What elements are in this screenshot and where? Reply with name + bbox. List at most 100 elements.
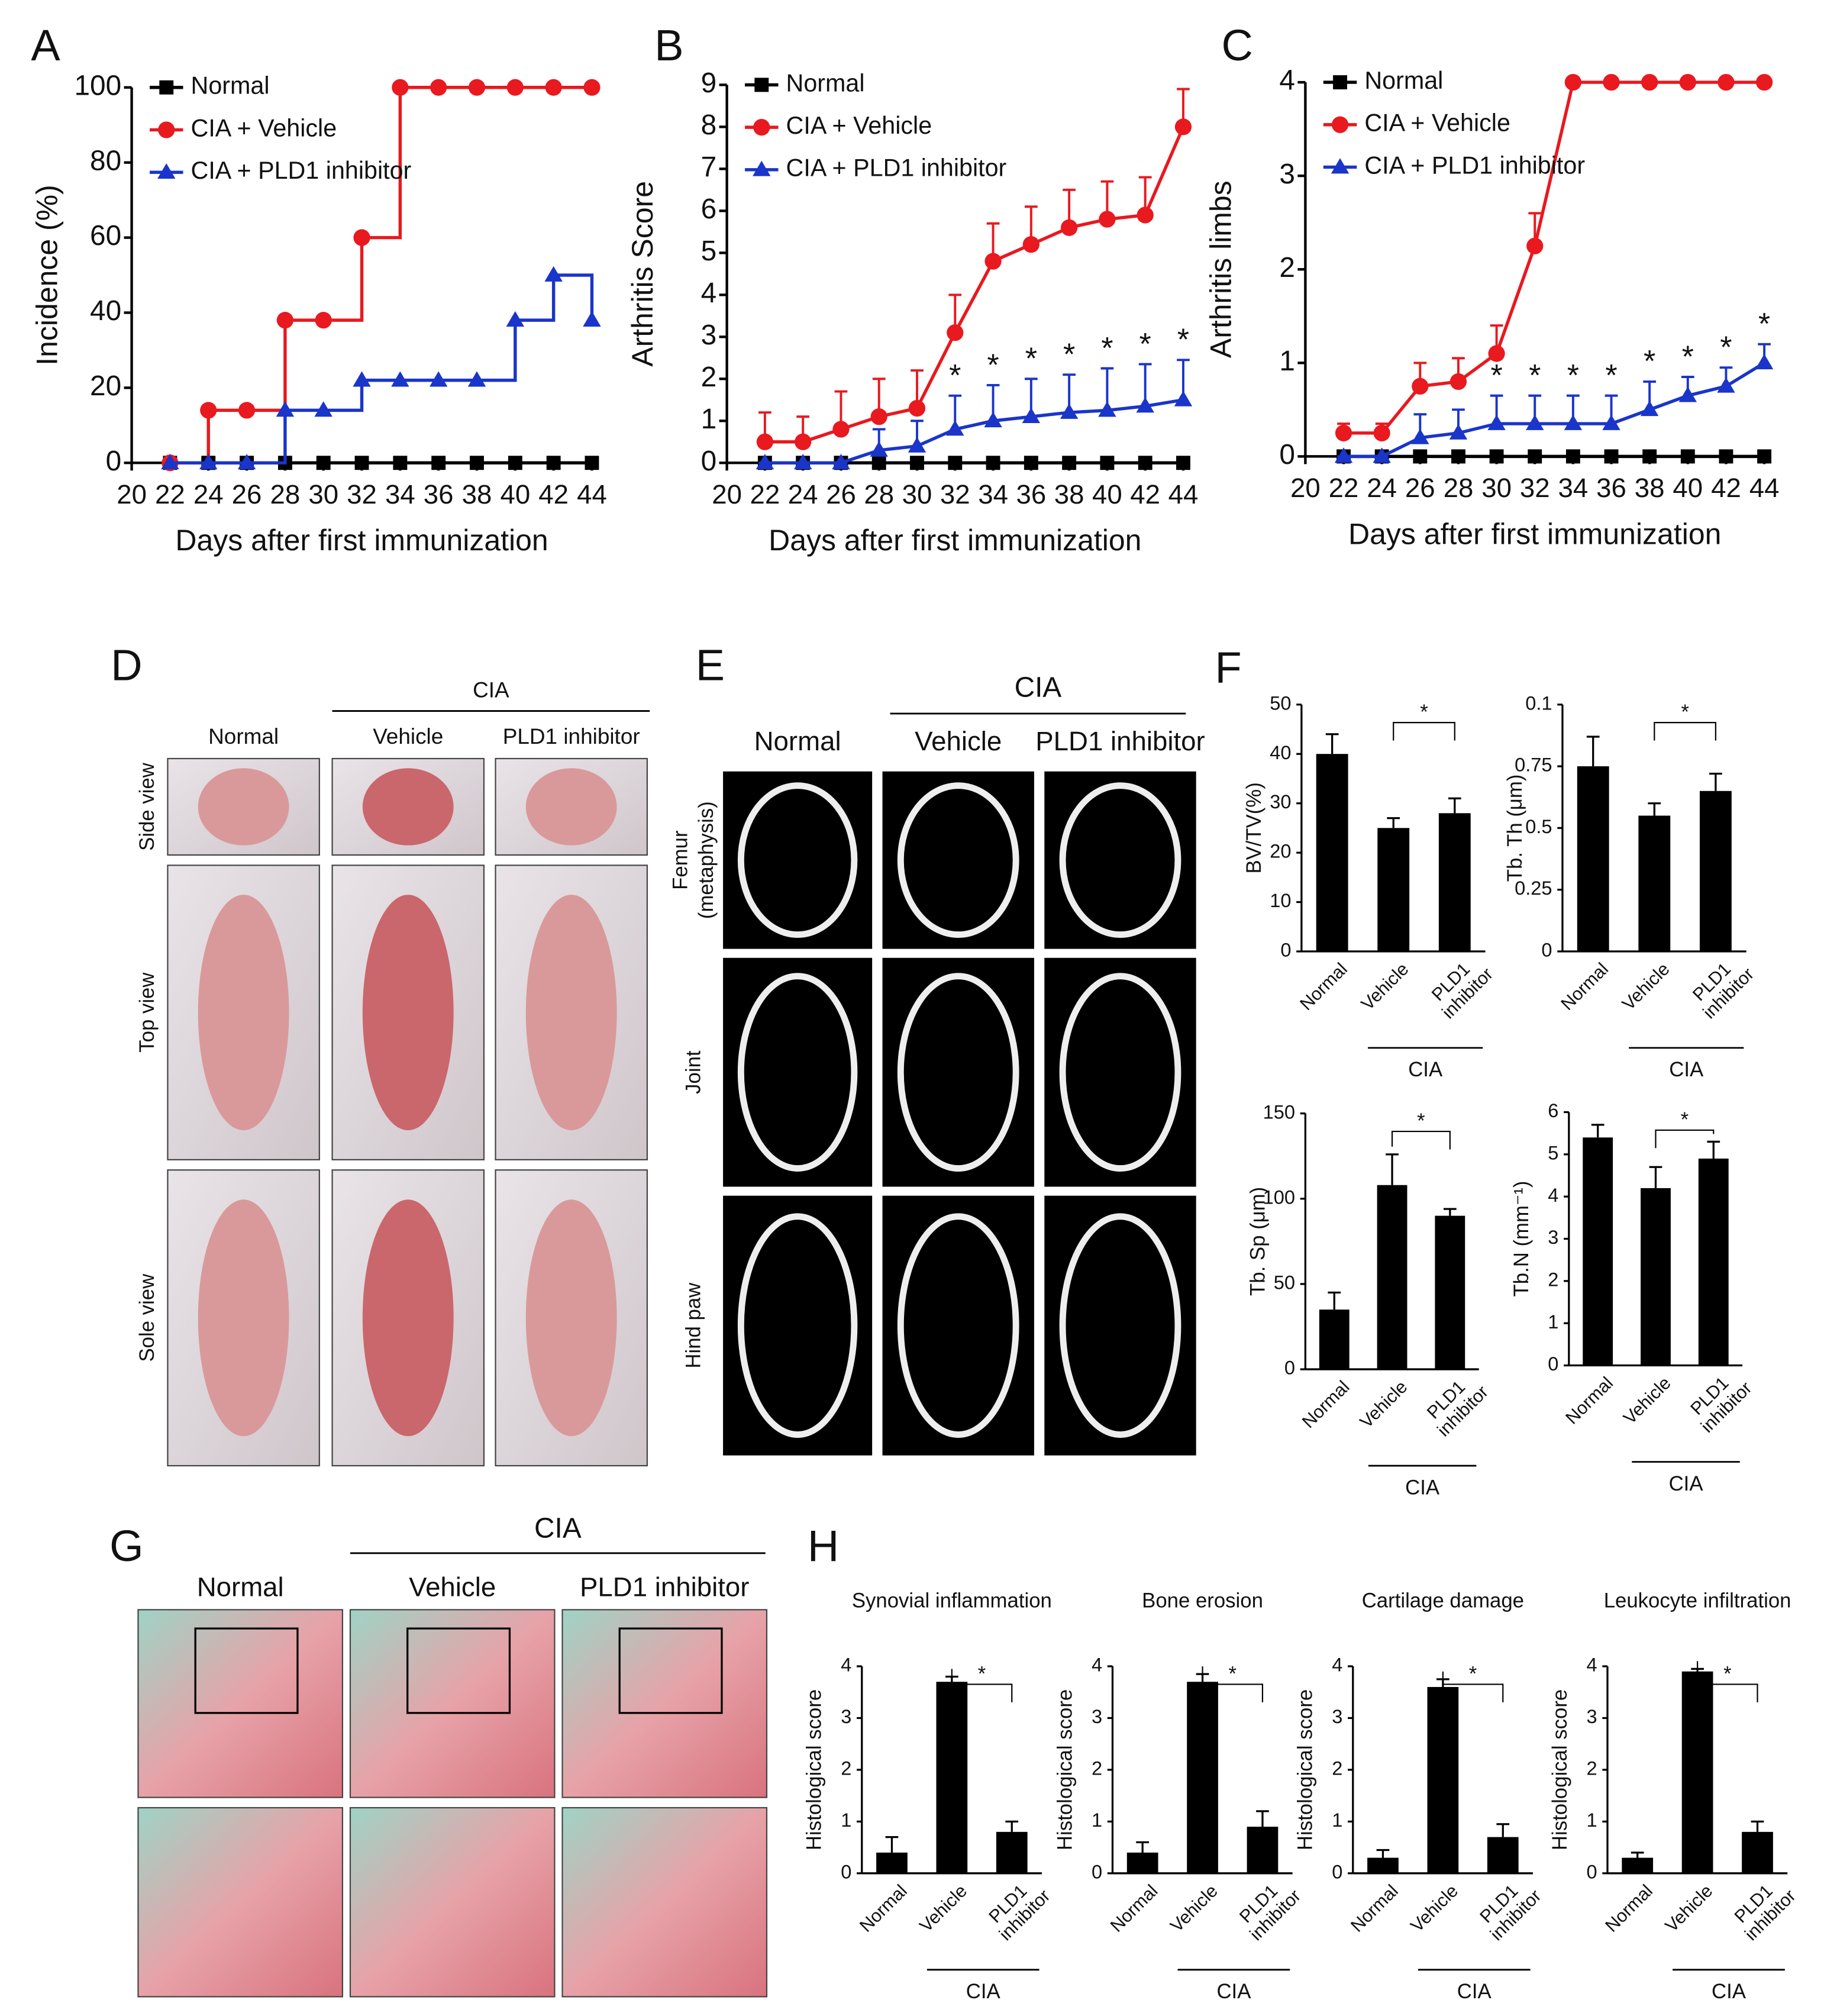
- zoom-box: [194, 1627, 299, 1714]
- marker: [1137, 207, 1154, 224]
- legend-label: Normal: [786, 69, 865, 96]
- bar: [1742, 1831, 1773, 1873]
- marker: [1331, 158, 1350, 174]
- marker: [506, 311, 525, 327]
- y-axis-title: Arthritis limbs: [1205, 180, 1238, 358]
- error-bar: [1256, 1810, 1269, 1827]
- y-tick-label: 40: [1270, 741, 1291, 763]
- marker: [948, 456, 963, 470]
- significance-star: *: [1644, 344, 1655, 379]
- significance-bracket: [1442, 1671, 1504, 1702]
- y-tick-label: 30: [1270, 791, 1291, 812]
- significance-bracket: [1654, 722, 1716, 741]
- x-tick-label: Vehicle: [916, 1880, 971, 1936]
- marker: [1022, 236, 1039, 253]
- x-tick-label: Vehicle: [1167, 1880, 1222, 1936]
- x-tick-label: PLD1 inhibitor: [1416, 1367, 1492, 1444]
- marker: [793, 454, 812, 470]
- marker: [1565, 449, 1580, 464]
- y-tick-label: 3: [1332, 1705, 1342, 1727]
- x-tick-label: Vehicle: [1357, 959, 1412, 1014]
- column-label: Normal: [197, 1572, 284, 1602]
- bone-shape: [897, 782, 1019, 938]
- marker: [157, 163, 176, 179]
- group-label: CIA: [1405, 1476, 1440, 1499]
- error-bar: [1376, 1849, 1390, 1858]
- photo: [723, 1195, 873, 1456]
- x-tick-label: 42: [1711, 473, 1741, 503]
- paw-shape: [198, 1199, 289, 1437]
- x-tick-label: 32: [1520, 473, 1550, 503]
- marker: [276, 311, 294, 329]
- error-bar: [1448, 797, 1461, 814]
- y-tick-label: 50: [1274, 1272, 1295, 1294]
- y-tick-label: 0.1: [1525, 692, 1552, 714]
- zoom-box: [618, 1627, 723, 1714]
- group-label: CIA: [1216, 1980, 1251, 2003]
- x-tick-label: 44: [1168, 479, 1199, 509]
- bar: [1377, 1185, 1407, 1370]
- marker: [1680, 449, 1695, 464]
- significance-star: *: [1720, 331, 1732, 365]
- y-axis-title: BV/TV(%): [1243, 782, 1265, 873]
- error-bar: [1136, 1841, 1150, 1853]
- marker: [1564, 73, 1582, 91]
- marker: [1719, 449, 1733, 464]
- marker: [1526, 414, 1544, 430]
- y-tick-label: 0: [701, 446, 717, 477]
- bone-shape: [897, 973, 1019, 1172]
- photo: [1044, 957, 1196, 1187]
- bar: [1427, 1686, 1459, 1873]
- marker: [1640, 401, 1659, 417]
- marker: [1488, 345, 1505, 362]
- group-label: CIA: [534, 1512, 582, 1544]
- x-tick-label: PLD1 inhibitor: [1421, 950, 1497, 1026]
- marker: [316, 456, 331, 470]
- chart-title: Leukocyte infiltration: [1604, 1590, 1791, 1612]
- error-bar: [1591, 1124, 1605, 1138]
- y-axis-title: Incidence (%): [31, 185, 64, 366]
- legend-label: Normal: [1364, 67, 1443, 94]
- x-tick-label: 36: [424, 479, 454, 509]
- error-bar: [1325, 733, 1339, 754]
- photo: [561, 1609, 768, 1798]
- x-tick-label: 20: [117, 479, 147, 509]
- y-tick-label: 150: [1263, 1101, 1295, 1122]
- y-tick-label: 4: [1586, 1654, 1597, 1676]
- paw-shape: [525, 895, 617, 1131]
- bone-shape: [737, 782, 858, 938]
- y-tick-label: 4: [1332, 1654, 1342, 1676]
- marker: [238, 402, 256, 419]
- x-tick-label: 24: [788, 479, 818, 509]
- panel-letter: A: [31, 21, 60, 70]
- x-tick-label: 42: [538, 479, 569, 509]
- marker: [1098, 401, 1116, 417]
- bar: [1681, 1671, 1713, 1873]
- marker: [1136, 397, 1154, 413]
- panel-letter: D: [111, 640, 142, 689]
- error-bar: [1328, 1291, 1341, 1310]
- panel-letter: G: [109, 1521, 143, 1570]
- bar: [1577, 766, 1609, 951]
- legend-label: CIA + PLD1 inhibitor: [1364, 151, 1585, 179]
- x-tick-label: 44: [577, 479, 607, 509]
- paw-shape: [198, 895, 289, 1131]
- significance-bracket: [951, 1669, 1013, 1702]
- y-tick-label: 1: [1586, 1809, 1597, 1831]
- chart-title: Bone erosion: [1142, 1590, 1263, 1612]
- bar: [1638, 815, 1671, 951]
- panel-letter: B: [654, 21, 683, 70]
- significance-star: *: [1758, 307, 1770, 341]
- series-line: [170, 86, 592, 465]
- x-tick-label: 22: [155, 479, 185, 509]
- panel-letter: E: [696, 640, 725, 689]
- error-bar: [1648, 802, 1661, 816]
- y-tick-label: 40: [90, 295, 121, 327]
- marker: [1526, 237, 1544, 254]
- marker: [583, 311, 601, 327]
- bar: [1487, 1837, 1519, 1873]
- y-tick-label: 3: [1586, 1705, 1597, 1727]
- photo: [349, 1807, 556, 1998]
- significance-star: *: [1177, 323, 1189, 357]
- photo: [561, 1807, 768, 1998]
